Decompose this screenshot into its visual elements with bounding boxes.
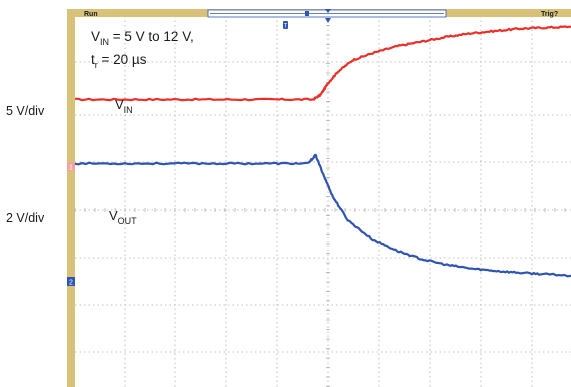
plot-area bbox=[75, 16, 571, 387]
trigger-point-arrow bbox=[325, 9, 331, 13]
vin-trace bbox=[75, 25, 571, 102]
graticule bbox=[74, 15, 571, 387]
t-marker-box bbox=[283, 21, 288, 29]
run-status: Run bbox=[84, 11, 98, 18]
trigger-position-marker[interactable] bbox=[325, 18, 331, 23]
ch1-scale-label: 5 V/div bbox=[6, 104, 45, 118]
vout-series-label: VOUT bbox=[109, 208, 137, 226]
annotation-line-1: VIN = 5 V to 12 V, bbox=[91, 29, 194, 47]
annotation-line-2: tr = 20 µs bbox=[91, 52, 147, 70]
trigger-status: Trig? bbox=[541, 11, 558, 18]
trigger-status-box bbox=[521, 9, 571, 17]
ch1-marker-label: 1 bbox=[69, 165, 73, 172]
ch1-ground-marker[interactable] bbox=[67, 162, 75, 171]
vout-trace bbox=[74, 153, 571, 278]
waveform-position-marker bbox=[305, 11, 309, 16]
vin-series-label: VIN bbox=[115, 97, 133, 115]
ch2-ground-marker[interactable] bbox=[67, 277, 75, 286]
ch2-scale-label: 2 V/div bbox=[6, 211, 45, 225]
t-marker-label: T bbox=[284, 24, 288, 30]
ch2-marker-label: 2 bbox=[69, 280, 73, 287]
